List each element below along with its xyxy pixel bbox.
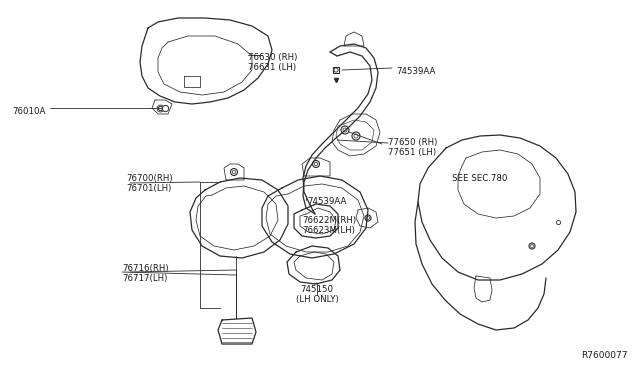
- Text: 74539AA: 74539AA: [307, 197, 346, 206]
- Text: 76010A: 76010A: [12, 107, 45, 116]
- Text: 76622M(RH): 76622M(RH): [302, 216, 356, 225]
- Text: (LH ONLY): (LH ONLY): [296, 295, 339, 304]
- Text: 76700(RH): 76700(RH): [126, 174, 173, 183]
- Text: SEE SEC.780: SEE SEC.780: [452, 174, 508, 183]
- Text: 76630 (RH): 76630 (RH): [248, 53, 298, 62]
- Text: 76717(LH): 76717(LH): [122, 274, 168, 283]
- Text: 76631 (LH): 76631 (LH): [248, 63, 296, 72]
- Bar: [333, 67, 339, 73]
- Text: 745150: 745150: [301, 285, 333, 294]
- Text: R7600077: R7600077: [582, 351, 628, 360]
- Text: 76623M(LH): 76623M(LH): [302, 226, 355, 235]
- Text: 77651 (LH): 77651 (LH): [388, 148, 436, 157]
- Text: 74539AA: 74539AA: [396, 67, 435, 76]
- Text: 76716(RH): 76716(RH): [122, 264, 168, 273]
- Text: 76701(LH): 76701(LH): [126, 184, 172, 193]
- Text: 77650 (RH): 77650 (RH): [388, 138, 437, 147]
